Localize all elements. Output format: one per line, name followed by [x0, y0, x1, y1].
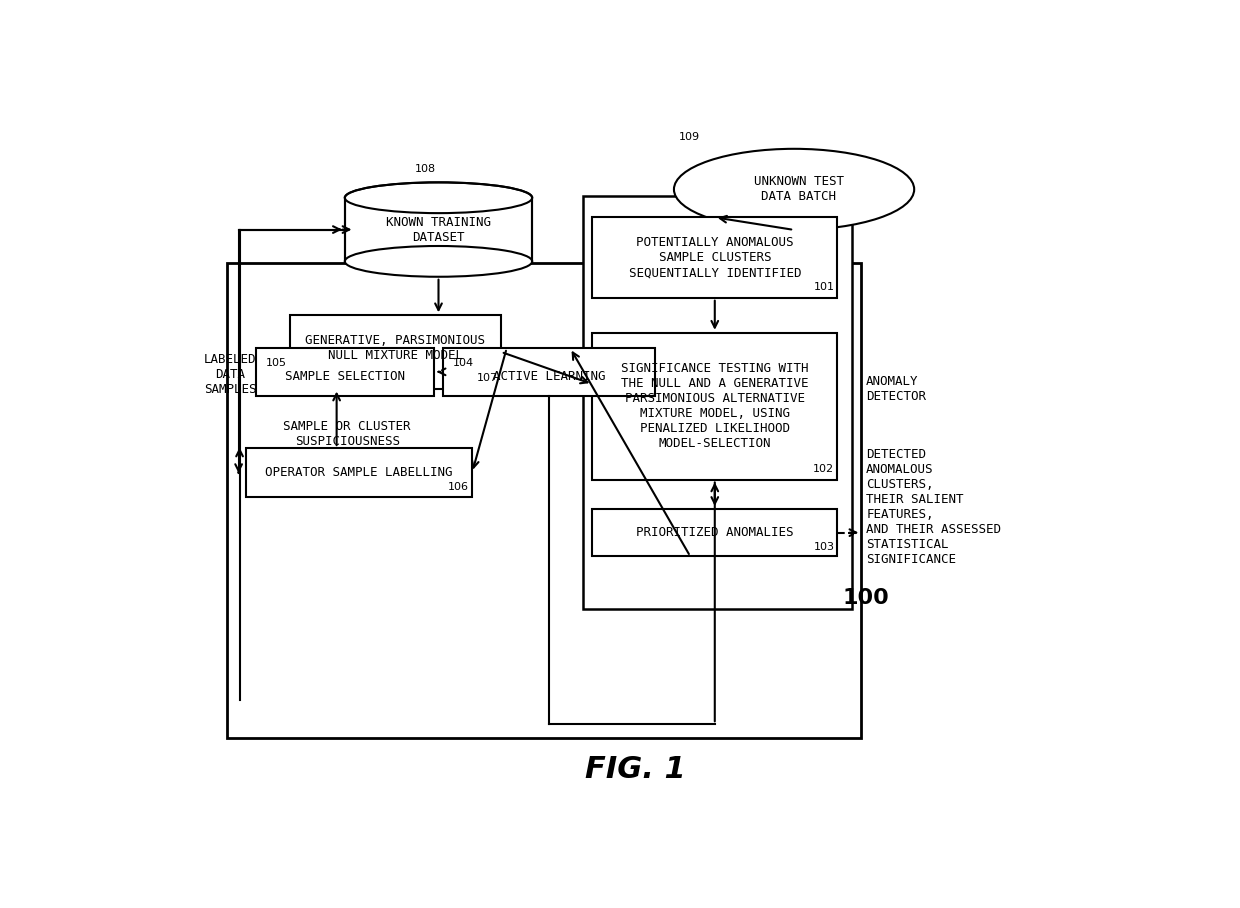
Ellipse shape — [345, 246, 532, 277]
Bar — [255, 348, 434, 396]
Text: 107: 107 — [477, 373, 498, 383]
Ellipse shape — [345, 183, 532, 213]
Text: FIG. 1: FIG. 1 — [585, 755, 686, 785]
Text: UNKNOWN TEST
DATA BATCH: UNKNOWN TEST DATA BATCH — [754, 175, 844, 203]
Text: 100: 100 — [843, 588, 889, 608]
Ellipse shape — [675, 149, 914, 230]
Text: ANOMALY
DETECTOR: ANOMALY DETECTOR — [866, 375, 926, 402]
Text: DETECTED
ANOMALOUS
CLUSTERS,
THEIR SALIENT
FEATURES,
AND THEIR ASSESSED
STATISTI: DETECTED ANOMALOUS CLUSTERS, THEIR SALIE… — [866, 449, 1001, 567]
Text: 108: 108 — [414, 164, 435, 174]
Text: 104: 104 — [453, 358, 474, 368]
Text: OPERATOR SAMPLE LABELLING: OPERATOR SAMPLE LABELLING — [265, 466, 453, 479]
Bar — [345, 198, 532, 262]
Bar — [247, 448, 472, 497]
Text: 101: 101 — [813, 282, 835, 292]
Text: 106: 106 — [448, 482, 469, 492]
Text: 109: 109 — [678, 132, 699, 142]
Text: 105: 105 — [265, 358, 286, 368]
Text: GENERATIVE, PARSIMONIOUS
NULL MIXTURE MODEL: GENERATIVE, PARSIMONIOUS NULL MIXTURE MO… — [305, 334, 485, 362]
Text: PRIORITIZED ANOMALIES: PRIORITIZED ANOMALIES — [636, 526, 794, 539]
Text: KNOWN TRAINING
DATASET: KNOWN TRAINING DATASET — [386, 215, 491, 243]
Bar — [593, 217, 837, 298]
Text: LABELED
DATA
SAMPLES: LABELED DATA SAMPLES — [203, 353, 257, 396]
Bar — [593, 508, 837, 557]
Text: POTENTIALLY ANOMALOUS
SAMPLE CLUSTERS
SEQUENTIALLY IDENTIFIED: POTENTIALLY ANOMALOUS SAMPLE CLUSTERS SE… — [629, 236, 801, 279]
Bar — [290, 315, 501, 389]
Text: 102: 102 — [813, 464, 835, 474]
Text: SAMPLE OR CLUSTER
SUSPICIOUSNESS: SAMPLE OR CLUSTER SUSPICIOUSNESS — [284, 420, 410, 448]
Text: 103: 103 — [813, 541, 835, 551]
Text: SAMPLE SELECTION: SAMPLE SELECTION — [285, 370, 404, 382]
Text: SIGNIFICANCE TESTING WITH
THE NULL AND A GENERATIVE
PARSIMONIOUS ALTERNATIVE
MIX: SIGNIFICANCE TESTING WITH THE NULL AND A… — [621, 362, 808, 450]
Bar — [583, 196, 852, 609]
Text: ACTIVE LEARNING: ACTIVE LEARNING — [492, 370, 605, 382]
Bar — [593, 332, 837, 479]
Bar — [444, 348, 655, 396]
Bar — [227, 262, 862, 738]
